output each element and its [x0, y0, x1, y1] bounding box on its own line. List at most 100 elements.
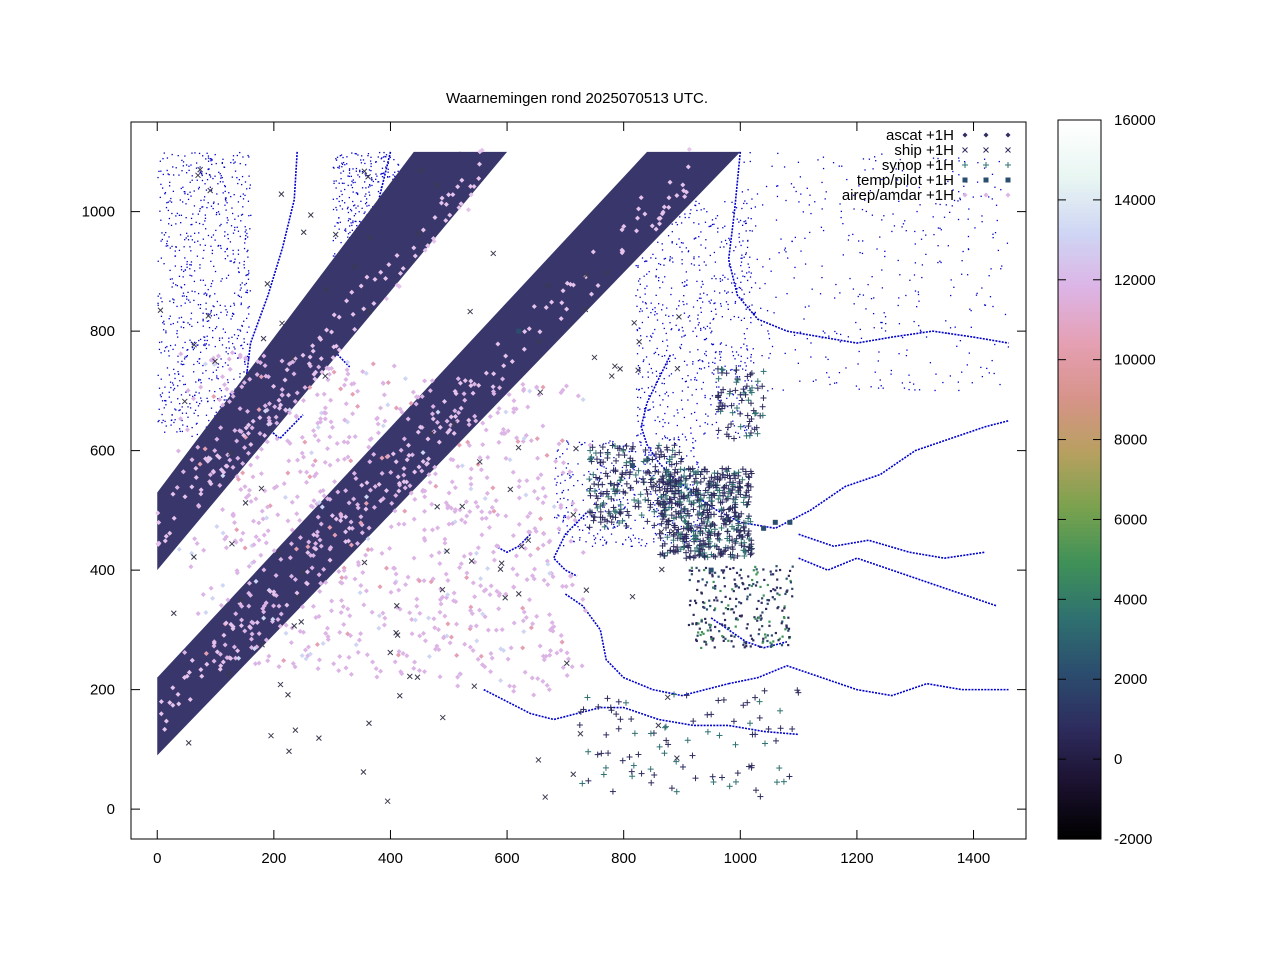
airep-amdar-point [349, 381, 355, 387]
synop-point [718, 506, 725, 513]
coast-dot [638, 366, 641, 369]
airep-amdar-point [582, 608, 588, 614]
ascat-point [318, 356, 324, 362]
coast-dot [692, 363, 694, 365]
coast-dot [186, 263, 188, 265]
synop-point [594, 751, 601, 758]
dense-obs [723, 618, 727, 622]
airep-amdar-point [527, 510, 533, 516]
synop-point [731, 470, 738, 477]
synop-point [731, 435, 738, 442]
airep-amdar-point [511, 684, 517, 690]
airep-amdar-point [435, 409, 441, 415]
airep-amdar-point [207, 472, 213, 478]
ship-point [476, 458, 483, 465]
airep-amdar-point [184, 427, 190, 433]
synop-point [724, 528, 731, 535]
coast-dot [569, 477, 571, 479]
coast-dot [895, 168, 897, 170]
coast-dot [176, 330, 178, 332]
coast-dot [334, 255, 336, 257]
coast-dot [713, 373, 715, 375]
airep-amdar-point [310, 552, 316, 558]
synop-point [701, 553, 708, 560]
synop-point [616, 445, 623, 452]
coast-dot [171, 278, 173, 280]
coast-dot [634, 494, 636, 496]
synop-point [663, 737, 670, 744]
airep-amdar-point [521, 609, 527, 615]
coast-dot [744, 220, 747, 222]
coast-dot [730, 318, 732, 321]
coast-dot [206, 335, 208, 337]
airep-amdar-point [241, 380, 247, 386]
airep-amdar-point [262, 403, 268, 409]
coast-dot [230, 195, 232, 198]
airep-amdar-point [294, 390, 300, 396]
coast-dot [341, 199, 343, 202]
synop-point [677, 498, 684, 505]
coast-dot [249, 187, 251, 189]
coast-dot [665, 349, 668, 352]
coast-dot [168, 185, 171, 187]
airep-amdar-point [253, 534, 259, 540]
airep-amdar-point [480, 611, 486, 617]
coast-dot [193, 371, 195, 373]
coast-dot [190, 318, 192, 320]
coast-dot [369, 184, 371, 186]
coast-dot [176, 212, 179, 215]
coast-dot [700, 231, 702, 233]
coast-dot [825, 191, 827, 193]
ascat-point [329, 513, 335, 519]
airep-amdar-point [282, 494, 288, 500]
coast-dot [162, 322, 164, 324]
synop-point [698, 468, 705, 475]
ascat-point [426, 456, 432, 462]
coast-dot [702, 381, 705, 384]
coast-dot [363, 212, 365, 215]
coast-dot [208, 326, 211, 329]
coast-dot [925, 336, 928, 338]
coast-dot [348, 168, 351, 170]
coast-dot [212, 305, 214, 307]
coast-dot [227, 353, 229, 355]
dense-obs [699, 633, 702, 637]
airep-amdar-point [514, 435, 520, 441]
dense-obs [713, 599, 716, 602]
synop-point [601, 523, 608, 530]
airep-amdar-point [294, 511, 300, 517]
coast-dot [636, 329, 639, 332]
coast-dot [626, 499, 629, 501]
coast-dot [208, 344, 210, 346]
dense-obs [696, 634, 699, 637]
coast-dot [920, 238, 923, 240]
coast-dot [685, 247, 687, 249]
coast-dot [684, 541, 686, 544]
coast-dot [720, 305, 722, 307]
coast-dot [765, 185, 768, 188]
ascat-point [442, 398, 448, 404]
coast-dot [804, 263, 807, 265]
ship-point [197, 166, 203, 173]
coast-dot [201, 206, 203, 208]
synop-point [729, 537, 736, 544]
coast-dot [248, 357, 250, 360]
airep-amdar-point [249, 619, 255, 625]
coast-dot [966, 274, 969, 276]
coast-dot [699, 293, 701, 295]
airep-amdar-point [246, 580, 252, 586]
coast-dot [681, 326, 683, 329]
synop-point [587, 485, 594, 492]
airep-amdar-point [337, 654, 343, 660]
coast-dot [956, 345, 958, 347]
coast-dot [624, 444, 627, 446]
coast-dot [656, 319, 659, 321]
coast-dot [202, 320, 204, 322]
coast-dot [347, 206, 349, 208]
coast-dot [183, 358, 186, 360]
ship-point [467, 308, 474, 315]
airep-amdar-point [435, 525, 441, 531]
dense-obs [700, 646, 703, 650]
coast-dot [976, 292, 978, 295]
coast-dot [556, 450, 559, 452]
